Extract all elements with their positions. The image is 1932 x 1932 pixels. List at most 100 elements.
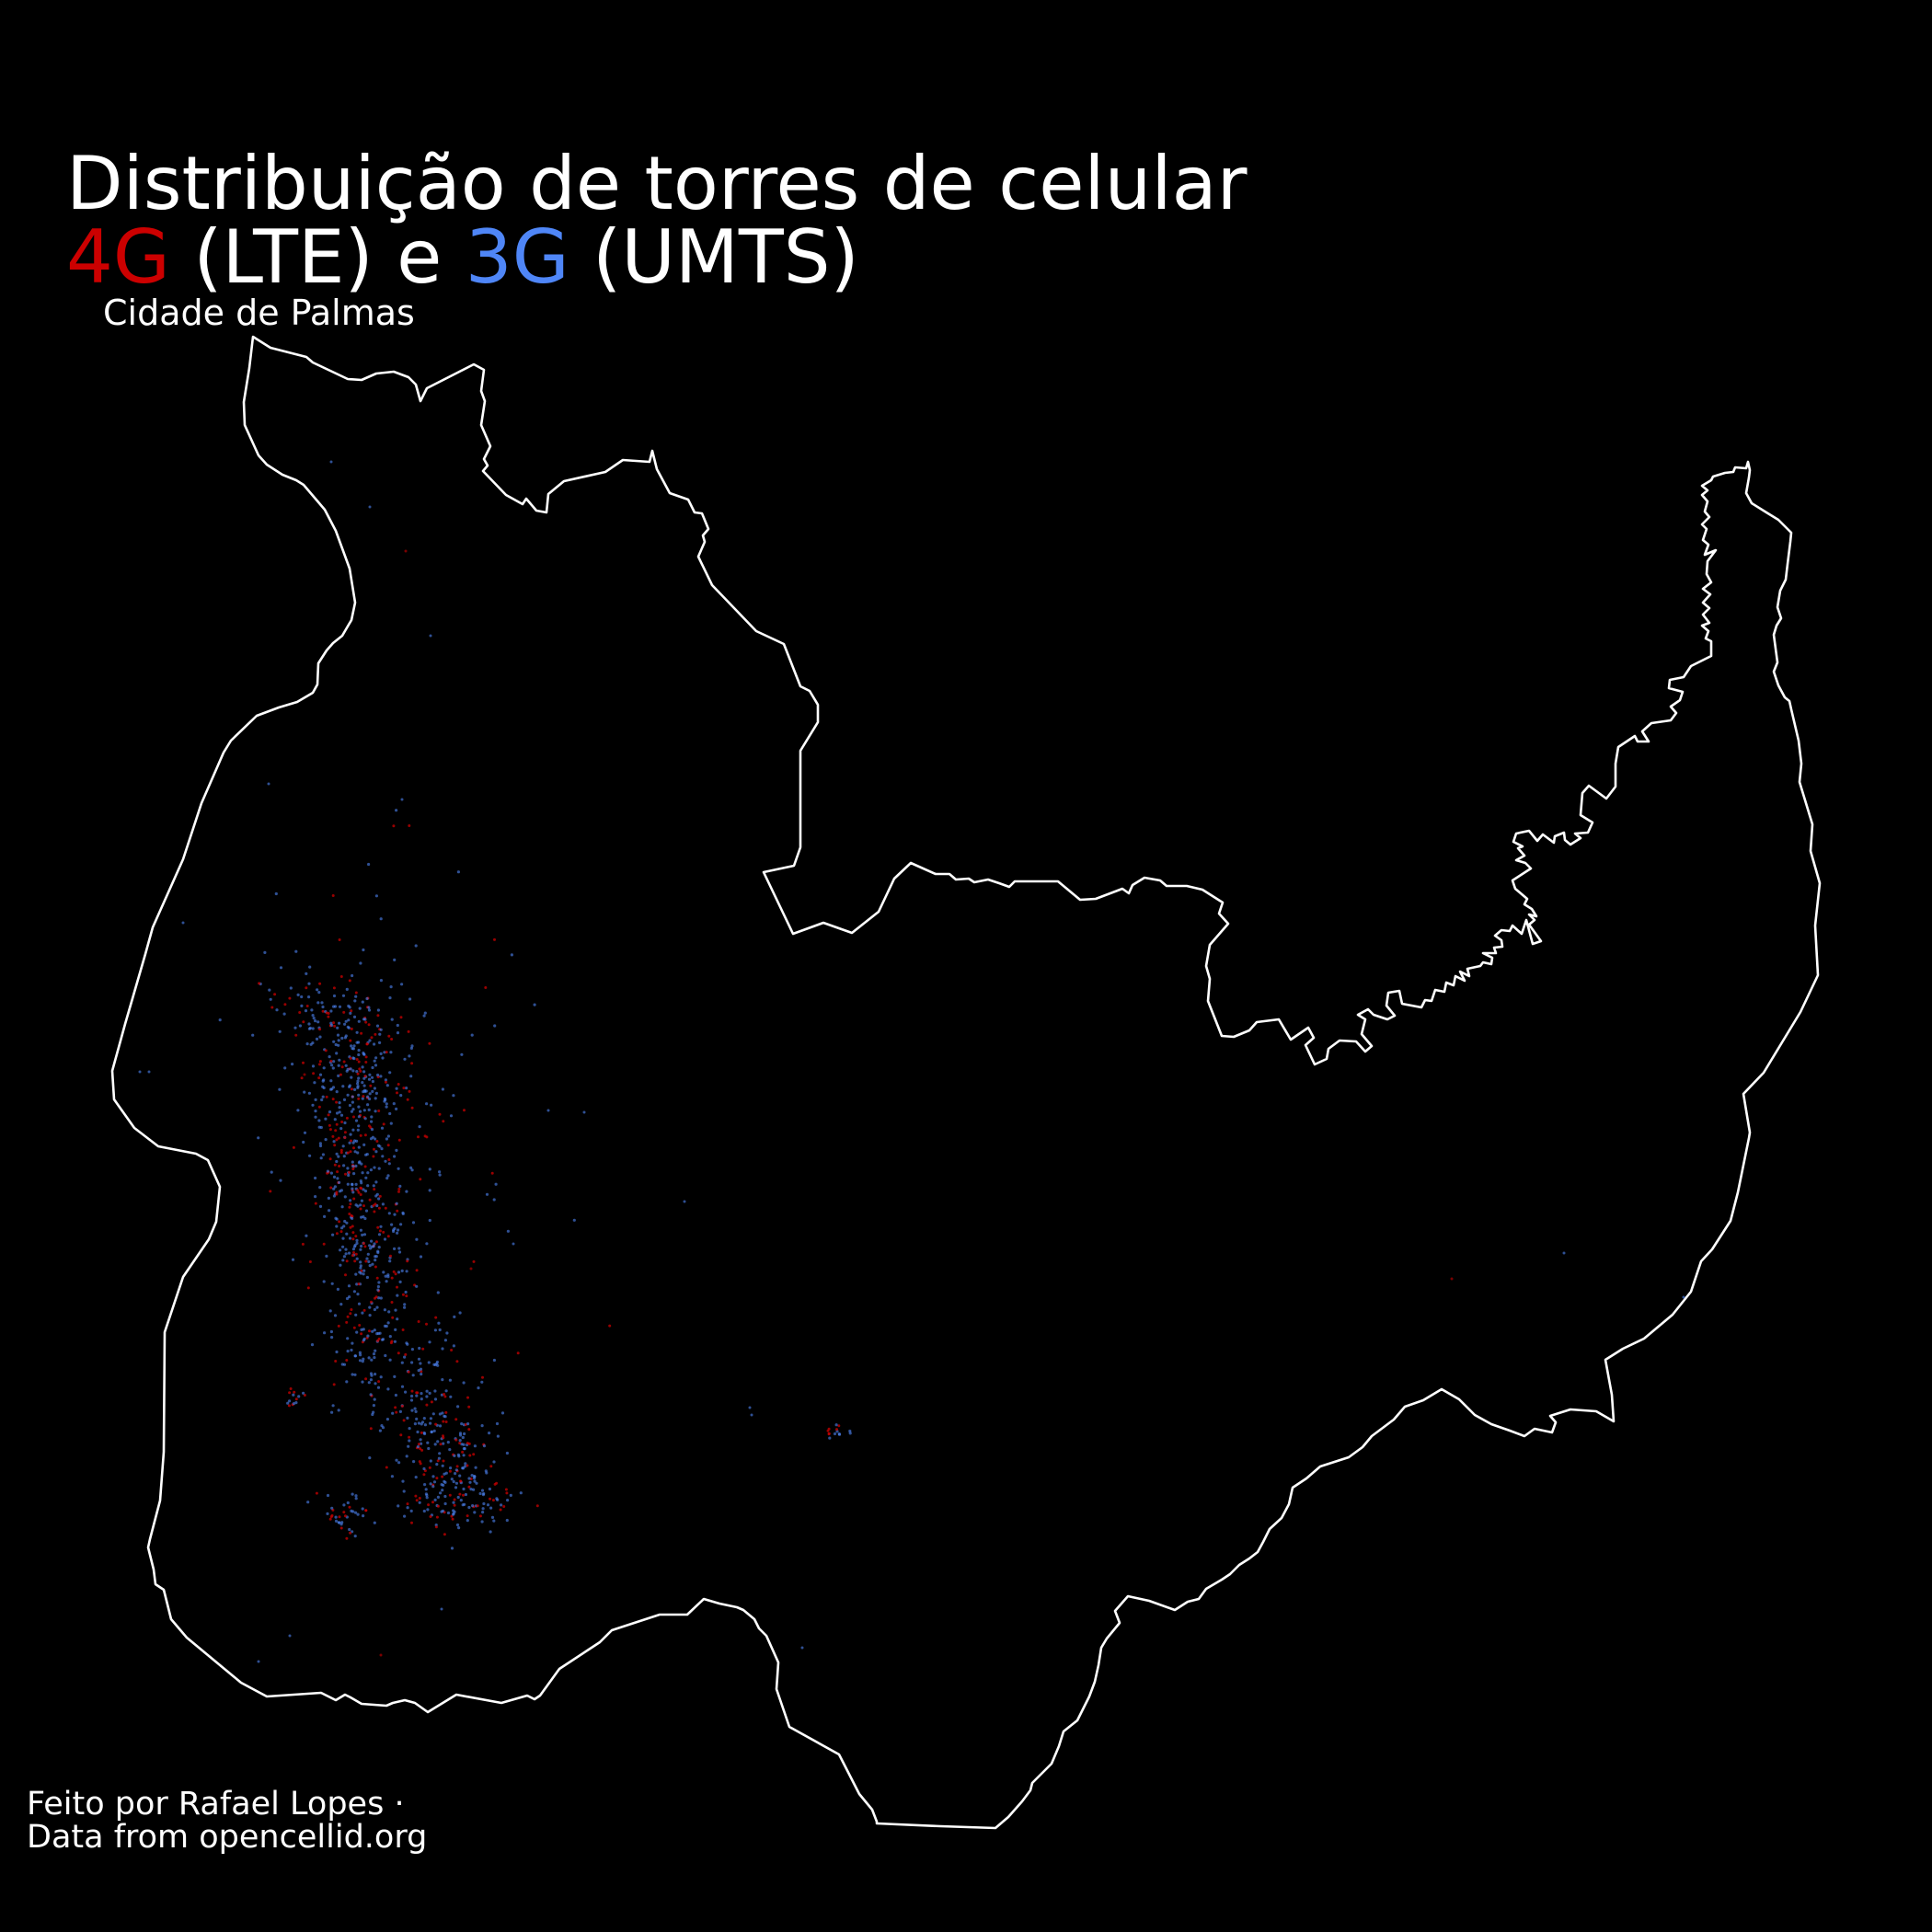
umts-tower-dot	[379, 1028, 383, 1031]
umts-tower-dot	[448, 1378, 452, 1382]
umts-tower-dot	[398, 1409, 402, 1413]
umts-tower-dot	[268, 988, 271, 992]
umts-tower-dot	[393, 1374, 397, 1378]
umts-tower-dot	[356, 1079, 360, 1083]
umts-tower-dot	[370, 1075, 374, 1079]
umts-tower-dot	[431, 1412, 435, 1416]
umts-tower-dot	[410, 1168, 414, 1172]
umts-tower-dot	[457, 1455, 461, 1458]
umts-tower-dot	[357, 1076, 361, 1080]
umts-tower-dot	[457, 1526, 461, 1530]
umts-tower-dot	[308, 965, 312, 969]
umts-tower-dot	[409, 1075, 413, 1078]
lte-tower-dot	[362, 1242, 365, 1245]
umts-tower-dot	[353, 1373, 357, 1376]
lte-tower-dot	[300, 1076, 304, 1080]
lte-tower-dot	[385, 1466, 388, 1469]
umts-tower-dot	[362, 1143, 366, 1146]
lte-tower-dot	[379, 1653, 383, 1657]
umts-tower-dot	[367, 1008, 372, 1012]
umts-tower-dot	[274, 891, 278, 896]
lte-tower-dot	[335, 1192, 339, 1196]
umts-tower-dot	[341, 1236, 345, 1240]
umts-tower-dot	[337, 1039, 340, 1042]
umts-tower-dot	[426, 1508, 430, 1512]
umts-tower-dot	[405, 1455, 408, 1458]
lte-tower-dot	[328, 1517, 332, 1521]
lte-tower-dot	[397, 1138, 401, 1142]
umts-tower-dot	[316, 1001, 320, 1005]
umts-tower-dot	[450, 1547, 454, 1550]
umts-tower-dot	[512, 1242, 515, 1246]
umts-tower-dot	[428, 1218, 431, 1223]
umts-tower-dot	[449, 1395, 453, 1398]
lte-tower-dot	[467, 1428, 471, 1432]
umts-tower-dot	[443, 1339, 447, 1342]
lte-tower-dot	[406, 1259, 409, 1263]
lte-tower-dot	[491, 1499, 495, 1502]
lte-tower-dot	[349, 1202, 352, 1206]
lte-tower-dot	[442, 1420, 445, 1423]
umts-tower-dot	[359, 1203, 362, 1207]
lte-tower-dot	[467, 1485, 471, 1489]
lte-tower-dot	[346, 1151, 350, 1155]
umts-tower-dot	[376, 1386, 381, 1389]
umts-tower-dot	[351, 1128, 355, 1132]
umts-tower-dot	[374, 1056, 378, 1060]
lte-tower-dot	[315, 1491, 318, 1495]
umts-tower-dot	[334, 1042, 338, 1047]
lte-tower-dot	[430, 1400, 433, 1404]
umts-tower-dot	[362, 1109, 366, 1112]
umts-tower-dot	[362, 1514, 365, 1518]
umts-tower-dot	[374, 1150, 378, 1154]
lte-tower-dot	[294, 1397, 298, 1401]
umts-tower-dot	[425, 1493, 429, 1497]
umts-tower-dot	[372, 1352, 376, 1356]
umts-tower-dot	[360, 1181, 363, 1185]
umts-tower-dot	[343, 1195, 347, 1199]
lte-tower-dot	[826, 1429, 830, 1432]
lte-tower-dot	[442, 1434, 444, 1438]
umts-tower-dot	[361, 1360, 364, 1363]
lte-tower-dot	[377, 1380, 381, 1384]
umts-tower-dot	[482, 1501, 486, 1506]
umts-tower-dot	[374, 1373, 377, 1376]
umts-tower-dot	[837, 1432, 842, 1436]
umts-tower-dot	[427, 1361, 431, 1364]
umts-tower-dot	[346, 1067, 350, 1071]
umts-tower-dot	[376, 1331, 380, 1336]
lte-tower-dot	[342, 1511, 346, 1514]
umts-tower-dot	[353, 1354, 357, 1358]
umts-tower-dot	[428, 1391, 431, 1395]
umts-tower-dot	[441, 1347, 444, 1351]
lte-tower-dot	[481, 1375, 484, 1379]
umts-tower-dot	[371, 1262, 374, 1266]
umts-tower-dot	[406, 1416, 409, 1420]
umts-tower-dot	[381, 1202, 385, 1206]
umts-tower-dot	[353, 1150, 357, 1154]
umts-tower-dot	[311, 1064, 316, 1068]
lte-tower-dot	[389, 1254, 392, 1258]
umts-tower-dot	[750, 1413, 753, 1417]
umts-tower-dot	[455, 1523, 460, 1527]
umts-tower-dot	[397, 1167, 400, 1170]
umts-tower-dot	[355, 1238, 359, 1242]
lte-tower-dot	[364, 1055, 368, 1059]
umts-tower-dot	[403, 1057, 407, 1061]
umts-tower-dot	[452, 1344, 455, 1348]
umts-tower-dot	[546, 1109, 550, 1112]
umts-tower-dot	[357, 1115, 361, 1119]
legend-lte-label: 4G	[66, 214, 170, 300]
lte-tower-dot	[360, 1031, 363, 1035]
umts-tower-dot	[368, 1073, 372, 1076]
umts-tower-dot	[419, 1438, 422, 1442]
lte-tower-dot	[608, 1324, 612, 1328]
lte-tower-dot	[350, 1308, 353, 1311]
umts-tower-dot	[342, 1225, 346, 1228]
umts-tower-dot	[263, 950, 267, 954]
lte-tower-dot	[294, 1033, 298, 1037]
lte-tower-dot	[293, 1390, 296, 1394]
umts-tower-dot	[279, 966, 283, 970]
umts-tower-dot	[419, 1367, 423, 1371]
umts-tower-dot	[351, 973, 354, 978]
